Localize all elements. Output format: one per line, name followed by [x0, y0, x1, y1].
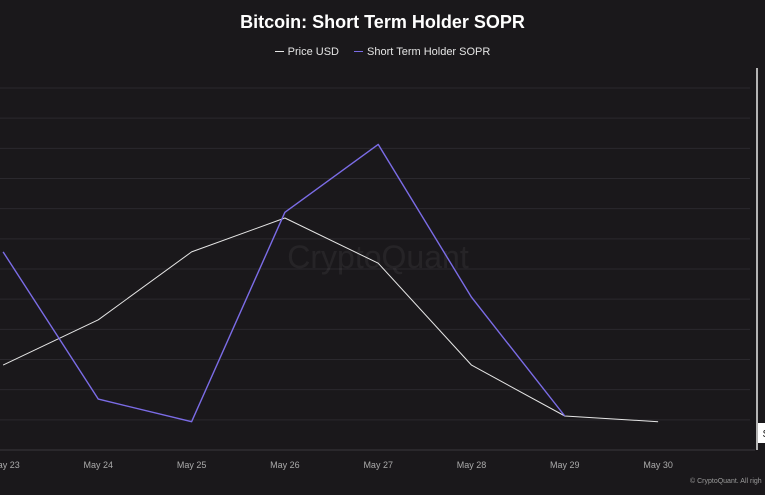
x-tick-label: May 28: [457, 460, 487, 470]
legend-item-price[interactable]: Price USD: [274, 45, 339, 58]
x-tick-label: May 30: [643, 460, 673, 470]
legend-swatch-price: [274, 51, 284, 52]
x-tick-label: May 25: [177, 460, 207, 470]
axis-marker-box: [758, 423, 765, 443]
footer-copyright: © CryptoQuant. All righ: [690, 477, 762, 485]
legend-item-sopr[interactable]: Short Term Holder SOPR: [354, 46, 490, 58]
chart-title: Bitcoin: Short Term Holder SOPR: [240, 12, 525, 32]
x-axis-ticks: May 23 May 24 May 25 May 26 May 27 May 28 May …: [0, 460, 673, 470]
series-lines: [2, 143, 659, 423]
x-tick-label: May 26: [270, 460, 300, 470]
x-tick-label: May 29: [550, 460, 580, 470]
legend-label-price: Price USD: [287, 45, 339, 58]
series-line-sopr: [2, 143, 566, 423]
legend-swatch-sopr: [354, 51, 364, 52]
watermark: CryptoQuant: [287, 239, 469, 275]
x-tick-label: May 24: [84, 460, 114, 470]
legend-label-sopr: Short Term Holder SOPR: [367, 45, 491, 58]
series-line-price: [2, 217, 659, 423]
axis-marker-label: $: [763, 429, 765, 440]
x-tick-label: May 27: [363, 460, 393, 470]
legend: Price USD Short Term Holder SOPR: [0, 43, 765, 58]
x-tick-label: May 23: [0, 460, 20, 470]
